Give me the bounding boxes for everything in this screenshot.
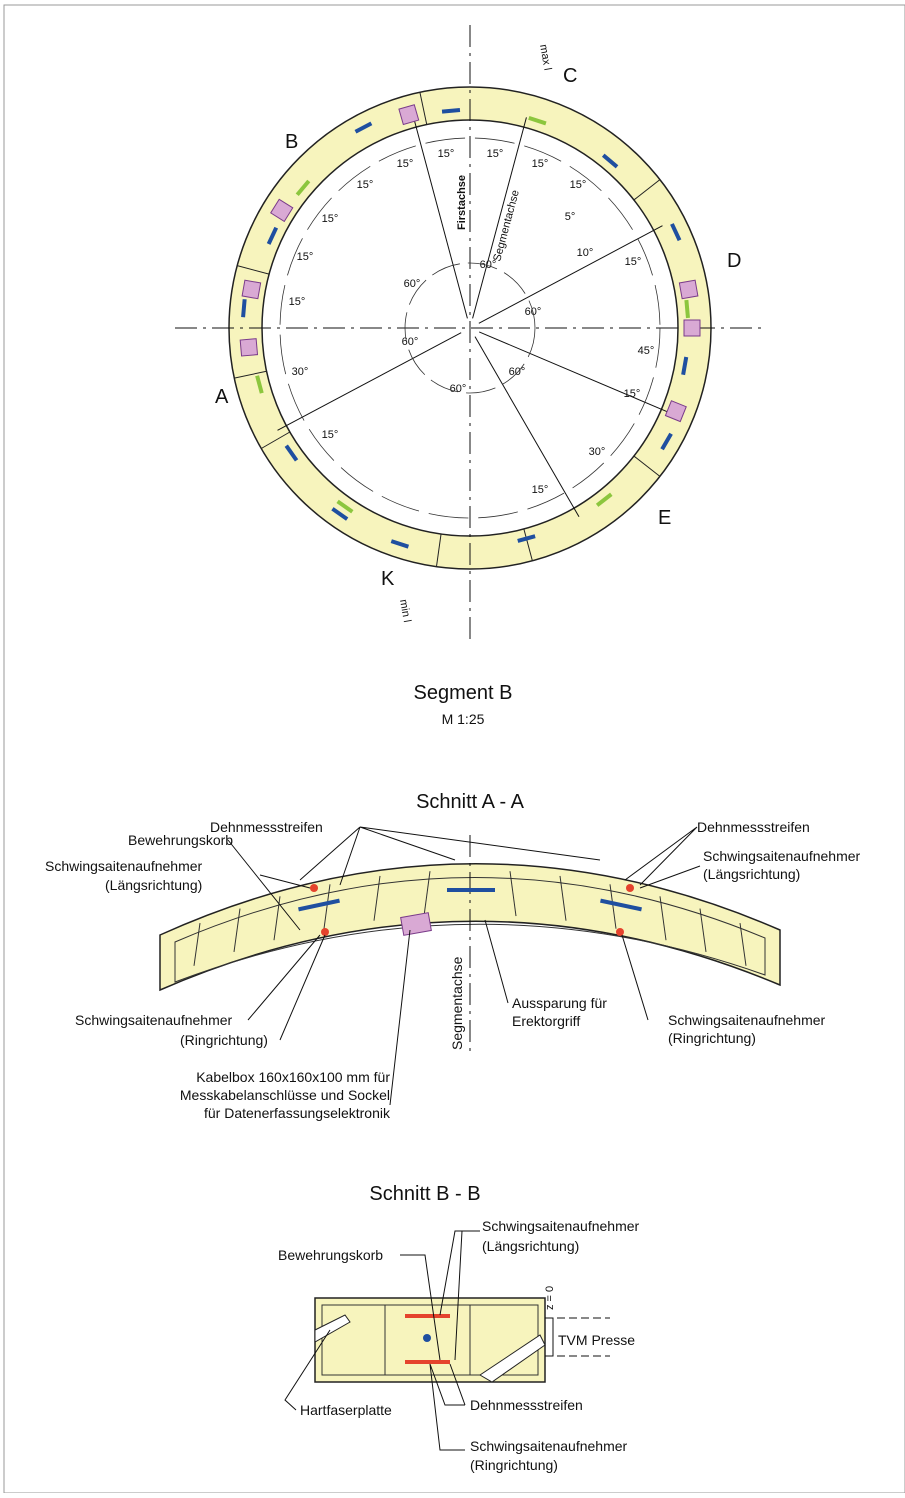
angle-label: 5° [565,211,576,223]
angle-label: 60° [480,259,497,271]
segment-label: D [727,250,741,272]
cable-box [684,320,700,336]
angle-label: 30° [292,366,309,378]
angle-label: 15° [532,158,549,170]
segment-label: E [658,507,671,529]
label: (Längsrichtung) [105,877,202,893]
angle-label: 15° [487,148,504,160]
section-title: Schnitt B - B [369,1183,480,1205]
drawing: ABCDEKmax lmin lFirstachseSegmentachse15… [0,0,905,1493]
sensor [405,1360,450,1364]
title: Segment B [414,682,513,704]
angle-label: 15° [570,179,587,191]
label: (Ringrichtung) [668,1030,756,1046]
angle-label: 15° [625,256,642,268]
cable-box [679,280,698,299]
label: Schwingsaitenaufnehmer [482,1218,640,1234]
sensor-dot [626,884,634,892]
angle-label: 45° [638,345,655,357]
sensor [447,888,495,892]
label: für Datenerfassungselektronik [204,1105,391,1121]
angle-label: 15° [297,251,314,263]
scale: M 1:25 [442,711,485,727]
angle-label: 15° [322,429,339,441]
label: Aussparung für [512,995,607,1011]
angle-label: 30° [589,446,606,458]
segment-label: A [215,386,229,408]
angle-label: 15° [438,148,455,160]
sensor-dot [321,928,329,936]
label: Hartfaserplatte [300,1402,392,1418]
cable-box [240,339,257,356]
label: Schwingsaitenaufnehmer [470,1438,628,1454]
angle-label: 15° [357,179,374,191]
label: Bewehrungskorb [128,832,233,848]
label: Schwingsaitenaufnehmer [75,1012,233,1028]
label: Erektorgriff [512,1013,580,1029]
angle-label: 60° [450,383,467,395]
section-title: Schnitt A - A [416,791,525,813]
angle-label: 15° [397,158,414,170]
label: (Längsrichtung) [482,1238,579,1254]
label: (Ringrichtung) [180,1032,268,1048]
label: Schwingsaitenaufnehmer [703,848,861,864]
label: (Längsrichtung) [703,866,800,882]
angle-label: 60° [509,366,526,378]
angle-label: 15° [322,213,339,225]
cable-box [242,280,261,299]
angle-label: 60° [404,278,421,290]
sensor-dot [616,928,624,936]
angle-label: 15° [289,296,306,308]
sensor [405,1314,450,1318]
label: Schwingsaitenaufnehmer [668,1012,826,1028]
label: Schwingsaitenaufnehmer [45,858,203,874]
angle-label: 60° [402,336,419,348]
label: TVM Presse [558,1332,635,1348]
sensor-dot [423,1334,431,1342]
axis-label: Firstachse [456,175,468,230]
segment-label: B [285,131,298,153]
angle-label: 10° [577,247,594,259]
segment-label: K [381,568,395,590]
label: z = 0 [544,1286,556,1310]
angle-label: 15° [532,484,549,496]
sensor-dot [310,884,318,892]
label: Dehnmessstreifen [470,1397,583,1413]
label: (Ringrichtung) [470,1457,558,1473]
angle-label: 15° [624,388,641,400]
label: Bewehrungskorb [278,1247,383,1263]
label: Messkabelanschlüsse und Sockel [180,1087,390,1103]
label: Segmentachse [449,956,465,1050]
label: Kabelbox 160x160x100 mm für [196,1069,390,1085]
label: Dehnmessstreifen [697,819,810,835]
segment-label: C [563,65,577,87]
